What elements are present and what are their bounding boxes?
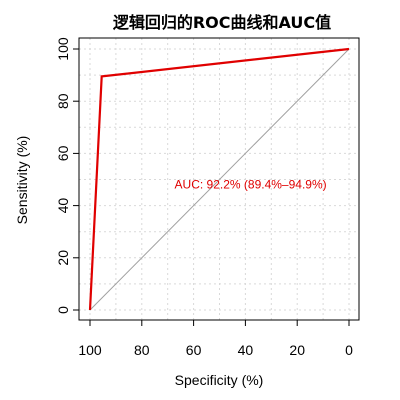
x-tick-label: 40 [238,342,254,358]
x-tick-label: 100 [78,342,102,358]
y-tick-label: 80 [55,93,71,109]
auc-annotation: AUC: 92.2% (89.4%–94.9%) [175,178,327,192]
chart-title: 逻辑回归的ROC曲线和AUC值 [113,13,331,32]
reference-diagonal [89,48,350,311]
x-axis-label: Specificity (%) [175,372,264,388]
x-axis: 100 80 60 40 20 0 [78,320,353,358]
x-tick-label: 20 [289,342,305,358]
roc-curve-line [88,47,350,311]
x-tick-label: 0 [345,342,353,358]
x-tick-label: 80 [134,342,150,358]
y-tick-label: 60 [55,145,71,161]
y-tick-label: 100 [55,37,71,61]
y-axis-label: Sensitivity (%) [14,136,30,225]
y-axis: 0 20 40 60 80 100 [55,37,79,314]
grid [79,38,359,320]
plot-border [78,37,360,321]
y-tick-label: 0 [55,306,71,314]
y-tick-label: 40 [55,198,71,214]
y-tick-label: 20 [55,250,71,266]
x-tick-label: 60 [186,342,202,358]
